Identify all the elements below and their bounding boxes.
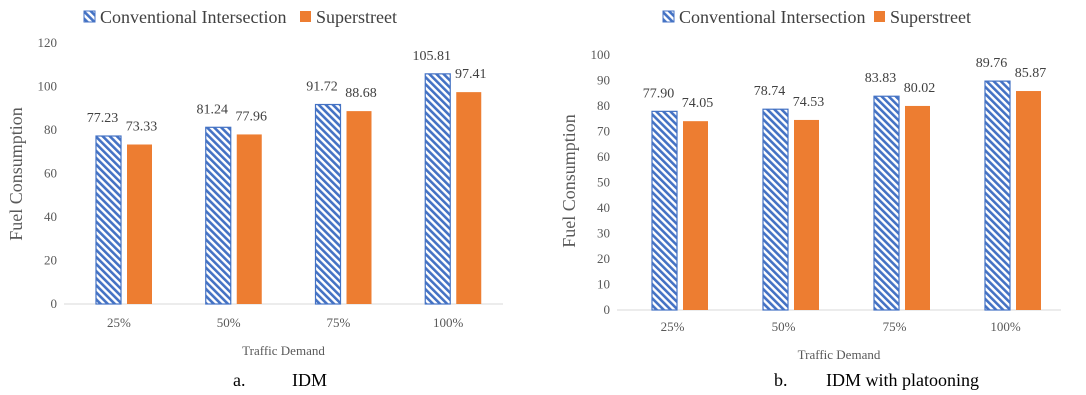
x-axis-title: Traffic Demand bbox=[798, 347, 881, 362]
caption-letter: a. bbox=[233, 370, 246, 390]
bar-conventional-intersection bbox=[762, 108, 789, 311]
y-tick-label: 0 bbox=[604, 302, 611, 317]
bar-chart-a: 0 20 40 60 80 100 120 77.23 73.33 25% 81.24 77.96 50… bbox=[6, 7, 503, 390]
bar-conventional-intersection bbox=[651, 110, 678, 311]
data-label-superstreet: 80.02 bbox=[904, 81, 936, 96]
y-tick-label: 40 bbox=[44, 209, 57, 224]
legend-swatch-conventional bbox=[662, 10, 675, 23]
legend-swatch-superstreet bbox=[300, 11, 311, 22]
y-tick-label: 50 bbox=[597, 175, 610, 190]
y-tick-label: 90 bbox=[597, 73, 610, 88]
x-tick-label: 50% bbox=[772, 319, 796, 334]
y-tick-label: 10 bbox=[597, 277, 610, 292]
caption-text: IDM with platooning bbox=[826, 370, 979, 390]
y-tick-label: 60 bbox=[44, 166, 57, 181]
bar-superstreet bbox=[127, 144, 152, 304]
y-tick-label: 100 bbox=[38, 79, 58, 94]
y-tick-label: 80 bbox=[44, 122, 57, 137]
y-axis-title: Fuel Consumption bbox=[6, 107, 26, 241]
y-tick-label: 80 bbox=[597, 98, 610, 113]
x-tick-label: 75% bbox=[883, 319, 907, 334]
legend-label-conventional: Conventional Intersection bbox=[679, 7, 865, 27]
y-tick-label: 30 bbox=[597, 226, 610, 241]
caption-letter: b. bbox=[774, 370, 788, 390]
data-label-superstreet: 73.33 bbox=[126, 120, 158, 135]
x-axis-title: Traffic Demand bbox=[242, 343, 325, 358]
y-tick-label: 100 bbox=[591, 47, 611, 62]
data-label-conventional: 91.72 bbox=[306, 80, 338, 95]
bar-superstreet bbox=[456, 92, 482, 305]
x-tick-label: 75% bbox=[326, 315, 350, 330]
bar-conventional-intersection bbox=[984, 80, 1011, 311]
y-tick-label: 20 bbox=[597, 251, 610, 266]
y-tick-label: 120 bbox=[38, 35, 58, 50]
y-tick-label: 40 bbox=[597, 200, 610, 215]
y-tick-label: 0 bbox=[51, 296, 58, 311]
y-axis-title: Fuel Consumption bbox=[559, 114, 579, 248]
data-label-superstreet: 85.87 bbox=[1015, 66, 1047, 81]
data-label-superstreet: 74.53 bbox=[793, 95, 825, 110]
legend-swatch-superstreet bbox=[874, 11, 885, 22]
bar-conventional-intersection bbox=[873, 95, 900, 311]
bar-superstreet bbox=[236, 134, 262, 304]
bar-superstreet bbox=[683, 121, 708, 310]
x-tick-label: 100% bbox=[990, 319, 1021, 334]
bar-conventional-intersection bbox=[314, 103, 342, 305]
bar-conventional-intersection bbox=[205, 126, 232, 305]
bar-superstreet bbox=[905, 105, 930, 310]
data-label-superstreet: 88.68 bbox=[345, 86, 377, 101]
data-label-superstreet: 74.05 bbox=[682, 96, 714, 111]
chart-panel-a: 0 20 40 60 80 100 120 77.23 73.33 25% 81.24 77.96 50… bbox=[6, 7, 503, 390]
legend-swatch-conventional bbox=[83, 10, 96, 23]
x-tick-label: 100% bbox=[433, 315, 464, 330]
data-label-conventional: 89.76 bbox=[976, 56, 1008, 71]
y-tick-label: 60 bbox=[597, 149, 610, 164]
data-label-conventional: 83.83 bbox=[865, 71, 897, 86]
x-tick-label: 25% bbox=[107, 315, 131, 330]
data-label-conventional: 105.81 bbox=[413, 49, 452, 64]
bar-superstreet bbox=[794, 119, 819, 310]
legend-label-superstreet: Superstreet bbox=[316, 7, 397, 27]
x-tick-label: 50% bbox=[217, 315, 241, 330]
data-label-conventional: 77.90 bbox=[643, 86, 675, 101]
chart-panel-b: 0 10 20 30 40 50 60 70 80 90 100 77.90 74.05 25% 78.74… bbox=[543, 0, 1086, 395]
x-tick-label: 25% bbox=[661, 319, 685, 334]
legend-label-superstreet: Superstreet bbox=[890, 7, 971, 27]
bar-chart-b: 0 10 20 30 40 50 60 70 80 90 100 77.90 74.05 25% 78.74… bbox=[559, 7, 1061, 390]
data-label-conventional: 81.24 bbox=[197, 102, 229, 117]
data-label-superstreet: 97.41 bbox=[455, 67, 487, 82]
y-tick-label: 70 bbox=[597, 124, 610, 139]
y-tick-label: 20 bbox=[44, 253, 57, 268]
bar-superstreet bbox=[1016, 91, 1041, 311]
bar-conventional-intersection bbox=[95, 135, 122, 305]
data-label-superstreet: 77.96 bbox=[236, 109, 268, 124]
caption-text: IDM bbox=[292, 370, 327, 390]
data-label-conventional: 77.23 bbox=[87, 111, 119, 126]
bar-superstreet bbox=[346, 111, 372, 304]
bar-conventional-intersection bbox=[424, 73, 451, 305]
legend-label-conventional: Conventional Intersection bbox=[100, 7, 286, 27]
data-label-conventional: 78.74 bbox=[754, 84, 786, 99]
